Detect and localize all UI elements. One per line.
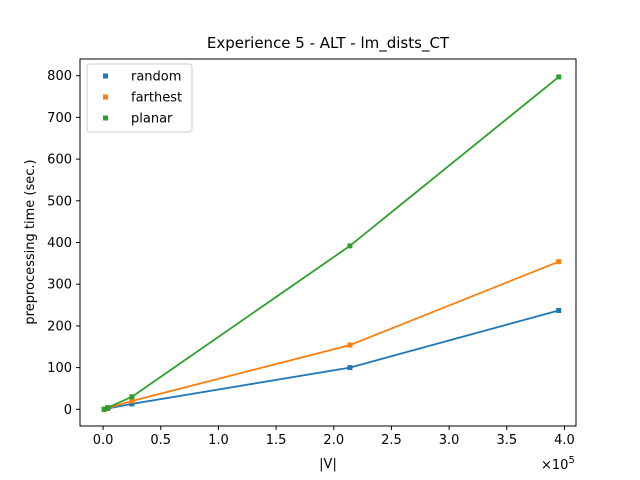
y-tick-label: 100 — [47, 361, 72, 376]
y-tick-label: 500 — [47, 194, 72, 209]
y-tick-label: 300 — [47, 278, 72, 293]
data-point-planar — [105, 405, 111, 411]
y-tick-label: 400 — [47, 236, 72, 251]
x-tick-label: 3.5 — [496, 433, 517, 448]
y-tick-label: 0 — [64, 403, 72, 418]
x-tick-label: 0.5 — [150, 433, 171, 448]
y-tick-label: 700 — [47, 111, 72, 126]
x-axis-multiplier: ×105 — [541, 455, 575, 473]
axes: 0.0 0.5 1.0 1.5 2.0 2.5 3.0 3.5 4.0 0 100 200 300 400… — [47, 58, 577, 448]
y-tick-label: 800 — [47, 69, 72, 84]
data-point-random — [556, 307, 562, 313]
plot-marks — [101, 74, 562, 412]
x-tick-label: 2.0 — [323, 433, 344, 448]
y-tick-label: 600 — [47, 153, 72, 168]
chart-title: Experience 5 - ALT - lm_dists_CT — [207, 34, 450, 53]
data-point-random — [129, 401, 135, 407]
legend-label-planar: planar — [131, 112, 173, 127]
legend-marker-planar — [103, 115, 108, 121]
x-tick-label: 1.0 — [208, 433, 229, 448]
legend-label-random: random — [131, 70, 181, 85]
legend: random farthest planar — [86, 63, 193, 133]
data-point-farthest — [347, 342, 353, 348]
data-point-random — [347, 365, 353, 371]
legend-marker-farthest — [103, 94, 108, 100]
x-tick-label: 1.5 — [266, 433, 287, 448]
x-tick-label: 3.0 — [439, 433, 460, 448]
data-point-planar — [556, 74, 562, 80]
x-axis-multiplier-base: ×10 — [541, 458, 568, 473]
x-axis-title: |V| — [319, 457, 337, 472]
x-tick-label: 2.5 — [381, 433, 402, 448]
legend-marker-random — [103, 73, 108, 79]
data-point-farthest — [129, 398, 135, 404]
data-point-planar — [347, 243, 353, 249]
legend-label-farthest: farthest — [131, 91, 182, 106]
data-point-farthest — [556, 259, 562, 265]
x-axis-multiplier-exponent: 5 — [568, 455, 574, 466]
legend-box — [86, 63, 193, 133]
x-tick-label: 0.0 — [93, 433, 114, 448]
x-tick-label: 4.0 — [554, 433, 575, 448]
data-point-planar — [129, 394, 135, 400]
y-axis-title: preprocessing time (sec.) — [23, 159, 38, 324]
y-tick-label: 200 — [47, 319, 72, 334]
data-point-planar — [101, 406, 107, 412]
